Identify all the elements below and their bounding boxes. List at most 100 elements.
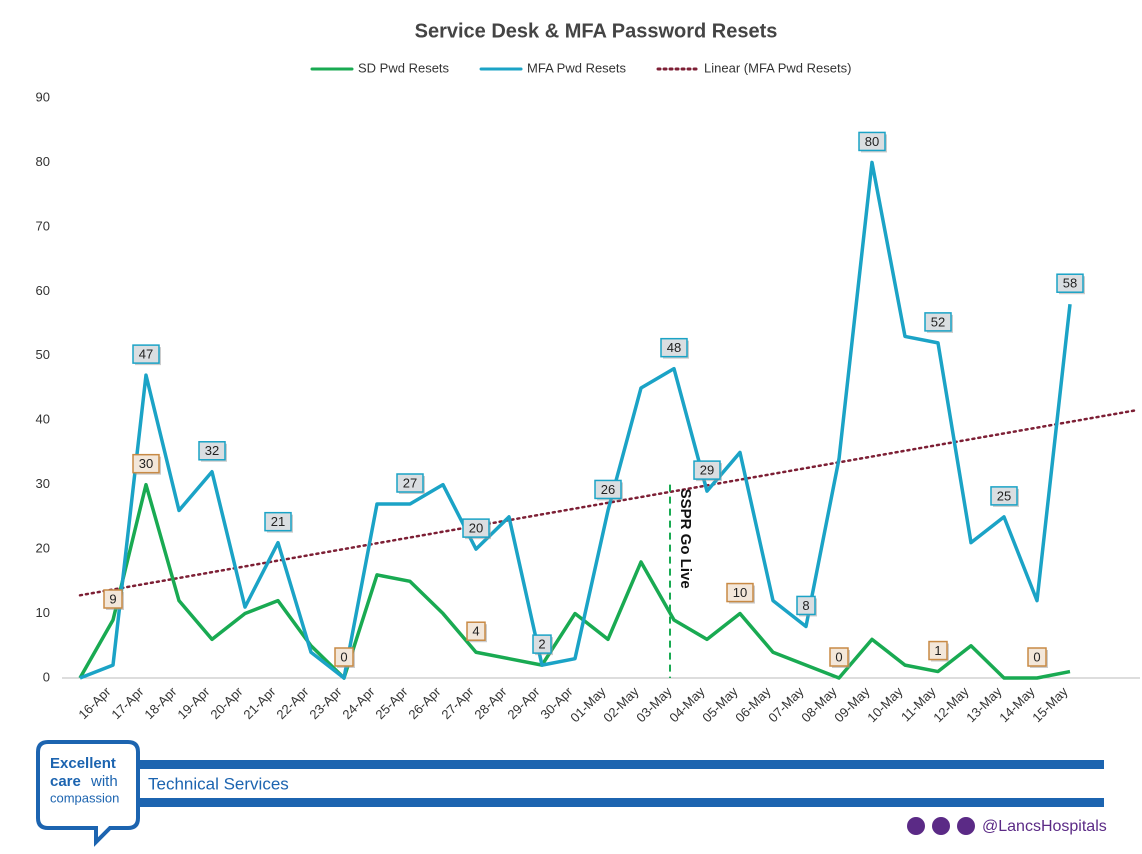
data-label: 0 (1033, 649, 1040, 664)
data-label-box (264, 511, 292, 532)
x-tick-label: 17-Apr (108, 683, 147, 722)
x-tick-label: 20-Apr (207, 683, 246, 722)
series-line (79, 160, 1072, 680)
data-label: 48 (667, 340, 681, 355)
y-tick-label: 60 (36, 283, 50, 298)
y-tick-label: 40 (36, 412, 50, 427)
x-tick-label: 23-Apr (306, 683, 345, 722)
data-label-box (1056, 273, 1084, 293)
data-label: 2 (538, 637, 545, 652)
data-label-box (396, 473, 424, 493)
trendline (78, 409, 1137, 597)
x-tick-label: 01-May (567, 684, 609, 726)
handle: @LancsHospitals (982, 818, 1107, 835)
legend-label: Linear (MFA Pwd Resets) (704, 60, 851, 75)
x-tick-label: 10-May (864, 684, 906, 726)
x-tick-label: 27-Apr (438, 683, 477, 722)
x-tick-label: 22-Apr (273, 683, 312, 722)
facebook-icon[interactable] (932, 817, 950, 835)
data-label: 32 (205, 443, 219, 458)
x-tick-label: 04-May (666, 684, 708, 726)
data-label: 27 (403, 475, 417, 490)
data-label: 1 (934, 643, 941, 658)
x-tick-label: 19-Apr (174, 683, 213, 722)
data-label: 10 (733, 585, 747, 600)
department: Technical Services (148, 774, 289, 793)
data-label-box (858, 131, 886, 152)
data-label: 30 (139, 456, 153, 471)
data-label-box (990, 486, 1018, 506)
x-tick-label: 03-May (633, 684, 675, 726)
data-label: 0 (835, 649, 842, 664)
data-label-box (532, 634, 552, 654)
chart-title: Service Desk & MFA Password Resets (415, 20, 778, 42)
data-label-box (198, 441, 226, 461)
x-tick-label: 26-Apr (405, 683, 444, 722)
footer-bar (140, 760, 1104, 769)
data-label: 0 (340, 649, 347, 664)
x-tick-label: 14-May (996, 684, 1038, 726)
data-label: 29 (700, 463, 714, 478)
x-tick-label: 07-May (765, 684, 807, 726)
data-label-box (132, 453, 160, 474)
x-tick-label: 15-May (1029, 684, 1071, 726)
footer-bar (140, 798, 1104, 807)
y-tick-label: 90 (36, 89, 50, 104)
logo-text: care (50, 773, 81, 790)
data-label: 80 (865, 134, 879, 149)
data-label-box (103, 589, 123, 609)
data-label: 4 (472, 624, 479, 639)
data-label: 47 (139, 347, 153, 362)
data-label-box (1027, 647, 1047, 667)
logo-text: compassion (50, 790, 119, 805)
x-tick-label: 29-Apr (504, 683, 543, 722)
x-tick-label: 12-May (930, 684, 972, 726)
y-tick-label: 70 (36, 218, 50, 233)
annotation-text: SSPR Go Live (677, 489, 694, 589)
data-label: 25 (997, 488, 1011, 503)
series-line (78, 482, 1071, 680)
data-label: 52 (931, 314, 945, 329)
legend-label: MFA Pwd Resets (527, 60, 626, 75)
x-tick-label: 05-May (699, 684, 741, 726)
twitter-icon[interactable] (957, 817, 975, 835)
x-tick-label: 06-May (732, 684, 774, 726)
data-label: 21 (271, 514, 285, 529)
y-tick-label: 20 (36, 541, 50, 556)
logo-text: with (90, 773, 118, 790)
y-tick-label: 80 (36, 154, 50, 169)
data-label-box (466, 621, 486, 641)
instagram-icon[interactable] (907, 817, 925, 835)
x-tick-label: 02-May (600, 684, 642, 726)
data-label: 9 (109, 591, 116, 606)
x-tick-label: 09-May (831, 684, 873, 726)
x-tick-label: 21-Apr (240, 683, 279, 722)
data-label-box (693, 460, 721, 480)
y-tick-label: 10 (36, 605, 50, 620)
data-label-box (928, 640, 948, 661)
data-label-box (334, 647, 354, 667)
x-tick-label: 08-May (798, 684, 840, 726)
data-label: 20 (469, 521, 483, 536)
data-label: 58 (1063, 276, 1077, 291)
data-label: 26 (601, 482, 615, 497)
y-tick-label: 50 (36, 347, 50, 362)
x-tick-label: 24-Apr (339, 683, 378, 722)
x-tick-label: 13-May (963, 684, 1005, 726)
x-tick-label: 25-Apr (372, 683, 411, 722)
legend-label: SD Pwd Resets (358, 60, 450, 75)
x-tick-label: 28-Apr (471, 683, 510, 722)
data-label-box (796, 595, 816, 616)
data-label-box (726, 582, 754, 603)
x-tick-label: 16-Apr (75, 683, 114, 722)
y-tick-label: 0 (43, 669, 50, 684)
data-label: 8 (802, 598, 809, 613)
data-label-box (924, 312, 952, 332)
data-label-box (660, 337, 688, 358)
logo-frame (36, 740, 140, 847)
data-label-box (594, 479, 622, 500)
data-label-box (462, 518, 490, 538)
x-tick-label: 18-Apr (141, 683, 180, 722)
y-tick-label: 30 (36, 476, 50, 491)
